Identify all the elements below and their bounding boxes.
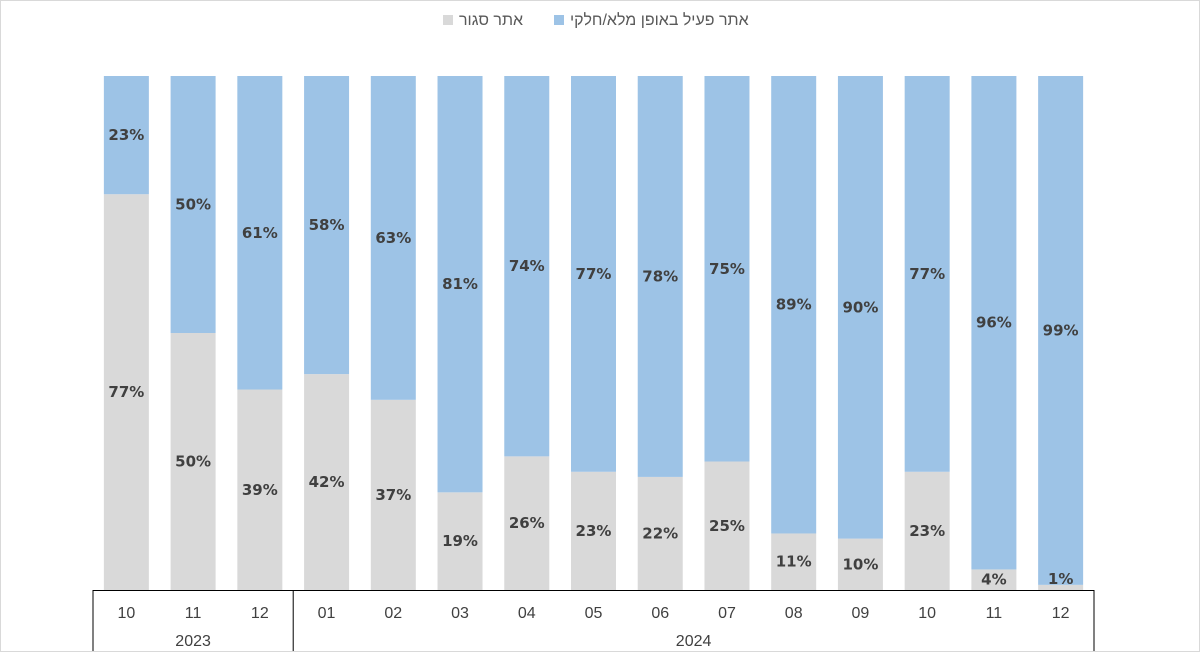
data-label-active-6: 81% xyxy=(442,275,478,293)
data-label-active-14: 96% xyxy=(976,314,1012,332)
legend-label-active: אתר פעיל באופן מלא/חלקי xyxy=(570,11,749,29)
bar-segment-closed-8 xyxy=(571,471,616,590)
bar-segment-closed-13 xyxy=(904,471,950,590)
legend-swatch-active xyxy=(554,15,564,25)
bar-segment-closed-14 xyxy=(971,569,1017,590)
data-label-closed-9: 22% xyxy=(642,524,678,542)
data-label-active-10: 75% xyxy=(709,260,745,278)
data-label-closed-13: 23% xyxy=(909,522,945,540)
data-label-closed-1: 77% xyxy=(108,383,144,401)
x-tick-label-15: 12 xyxy=(1052,605,1070,622)
data-label-active-8: 77% xyxy=(576,265,612,283)
bar-segment-closed-12 xyxy=(837,538,883,590)
data-label-active-3: 61% xyxy=(242,224,278,242)
data-label-closed-11: 11% xyxy=(776,553,812,571)
legend-label-closed: אתר סגור xyxy=(459,12,523,29)
data-label-active-11: 89% xyxy=(776,296,812,314)
bar-segment-closed-2 xyxy=(170,333,216,590)
bar-segment-closed-9 xyxy=(637,476,683,590)
bar-segment-active-2 xyxy=(170,76,216,333)
data-label-closed-15: 1% xyxy=(1048,570,1073,588)
bar-segment-active-12 xyxy=(837,76,883,539)
x-tick-label-1: 10 xyxy=(117,605,135,622)
bar-segment-active-4 xyxy=(304,76,350,375)
x-tick-label-3: 12 xyxy=(251,605,269,622)
bar-segment-active-8 xyxy=(571,76,616,472)
bar-segment-active-11 xyxy=(771,76,817,534)
data-label-closed-10: 25% xyxy=(709,517,745,535)
data-label-closed-14: 4% xyxy=(981,571,1006,589)
data-label-closed-5: 37% xyxy=(375,486,411,504)
data-label-closed-8: 23% xyxy=(576,522,612,540)
bar-segment-closed-15 xyxy=(1038,584,1084,590)
bar-segment-closed-5 xyxy=(370,399,416,590)
x-tick-label-13: 10 xyxy=(918,605,936,622)
bar-segment-closed-3 xyxy=(237,389,283,590)
x-tick-label-11: 08 xyxy=(785,605,803,622)
data-label-closed-7: 26% xyxy=(509,514,545,532)
bar-segment-closed-11 xyxy=(771,533,817,590)
x-tick-label-4: 01 xyxy=(318,605,336,622)
bar-segment-active-15 xyxy=(1038,76,1084,585)
x-tick-label-10: 07 xyxy=(718,605,736,622)
x-tick-label-2: 11 xyxy=(185,605,202,622)
x-tick-label-12: 09 xyxy=(852,605,870,622)
x-tick-label-8: 05 xyxy=(585,605,603,622)
legend: אתר פעיל באופן מלא/חלקי אתר סגור xyxy=(443,11,749,29)
bar-segment-active-10 xyxy=(704,76,750,462)
data-label-active-4: 58% xyxy=(309,216,345,234)
bar-segment-active-3 xyxy=(237,76,283,390)
x-tick-label-5: 02 xyxy=(384,605,402,622)
x-group-label-2023: 2023 xyxy=(175,633,211,650)
data-label-closed-4: 42% xyxy=(309,473,345,491)
bar-segment-active-6 xyxy=(437,76,483,493)
data-label-active-2: 50% xyxy=(175,196,211,214)
bar-segment-active-9 xyxy=(637,76,683,477)
category-axis: 10 11 12 01 02 03 04 05 06 07 08 09 10 11 12 2023 2024 xyxy=(92,590,1095,651)
data-labels: 77% 23% 50% 50% 39% 61% 42% 58% 37% 63% 19% 81% 26% 7… xyxy=(108,126,1078,589)
bar-segment-active-5 xyxy=(370,76,416,400)
x-tick-label-14: 11 xyxy=(986,605,1003,622)
bars xyxy=(103,76,1084,590)
bar-segment-active-13 xyxy=(904,76,950,472)
data-label-active-12: 90% xyxy=(842,298,878,316)
x-tick-label-7: 04 xyxy=(518,605,536,622)
bar-segment-active-14 xyxy=(971,76,1017,570)
data-label-active-7: 74% xyxy=(509,257,545,275)
data-label-closed-2: 50% xyxy=(175,453,211,471)
legend-swatch-closed xyxy=(443,15,453,25)
data-label-closed-12: 10% xyxy=(842,555,878,573)
data-label-closed-3: 39% xyxy=(242,481,278,499)
data-label-active-13: 77% xyxy=(909,265,945,283)
bar-segment-closed-1 xyxy=(103,194,149,590)
x-tick-label-9: 06 xyxy=(651,605,669,622)
data-label-active-1: 23% xyxy=(108,126,144,144)
data-label-active-5: 63% xyxy=(375,229,411,247)
bar-segment-active-7 xyxy=(504,76,550,457)
bar-segment-closed-10 xyxy=(704,461,750,590)
bar-segment-closed-6 xyxy=(437,492,483,590)
x-tick-label-6: 03 xyxy=(451,605,469,622)
bar-segment-active-1 xyxy=(103,76,149,195)
bar-segment-closed-7 xyxy=(504,456,550,590)
data-label-active-15: 99% xyxy=(1043,321,1079,339)
bar-segment-closed-4 xyxy=(304,374,350,590)
data-label-closed-6: 19% xyxy=(442,532,478,550)
x-group-label-2024: 2024 xyxy=(676,633,712,650)
data-label-active-9: 78% xyxy=(642,267,678,285)
